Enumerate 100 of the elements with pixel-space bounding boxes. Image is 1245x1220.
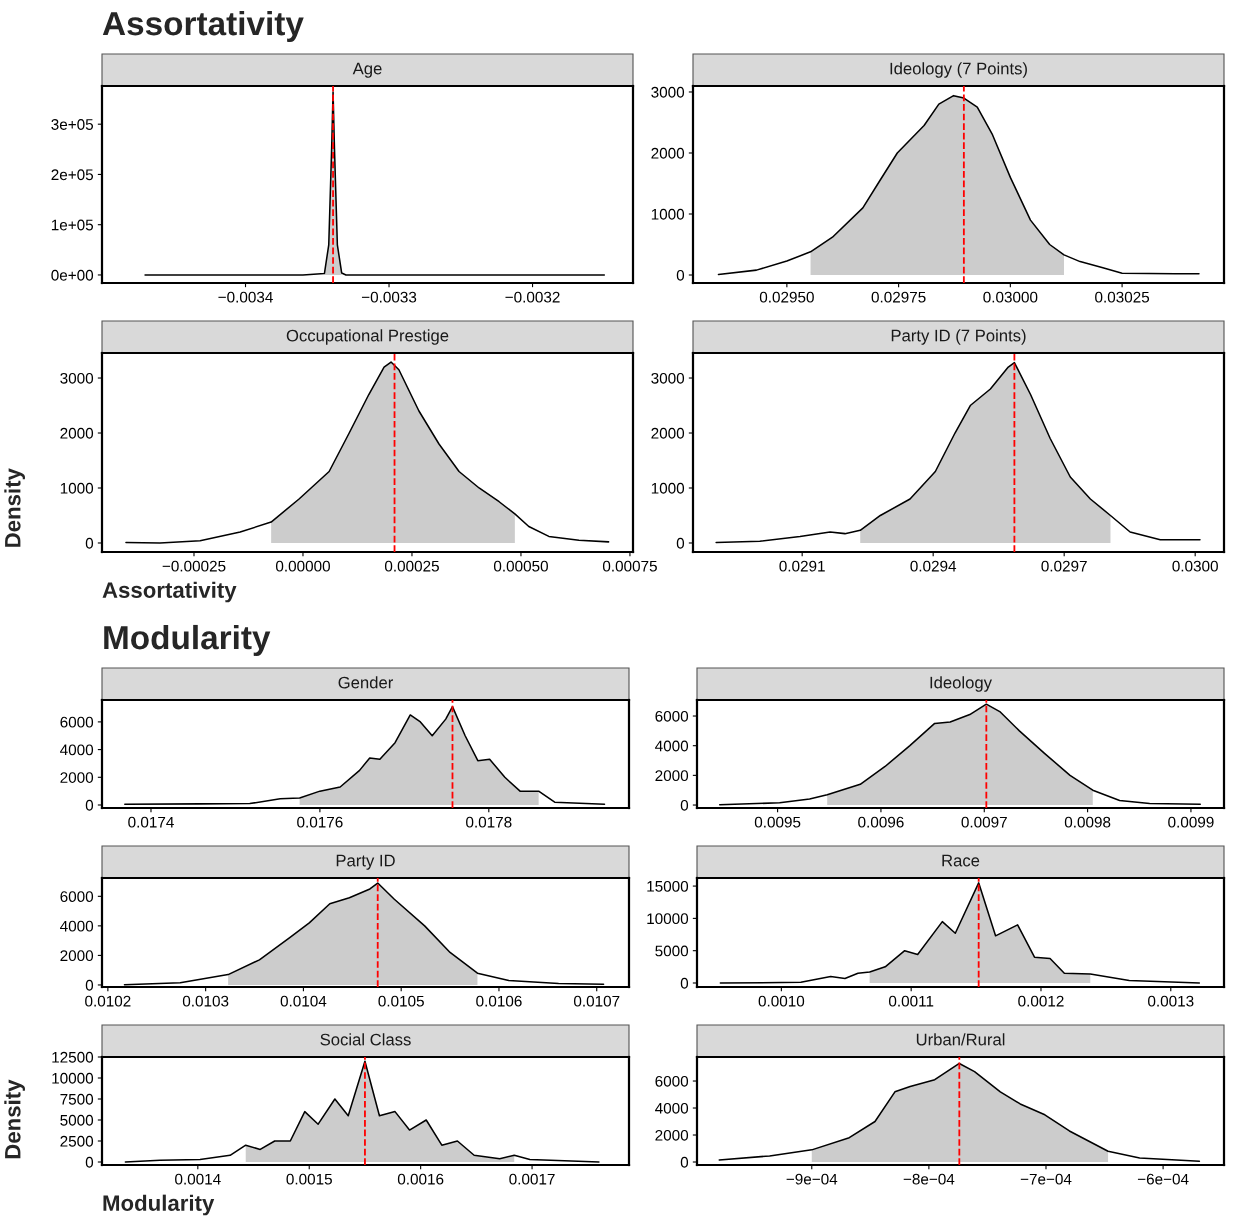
x-tick-label: 0.02950 bbox=[759, 291, 814, 303]
x-tick-label: 0.0176 bbox=[297, 816, 343, 828]
x-tick-label: 0.0102 bbox=[85, 995, 131, 1007]
y-tick-label: 2000 bbox=[655, 1129, 689, 1141]
chart-title: Social Class bbox=[320, 1033, 411, 1046]
x-tick-label: −0.00025 bbox=[162, 560, 226, 572]
y-tick-label: 2500 bbox=[60, 1135, 94, 1147]
y-tick-label: 3000 bbox=[651, 372, 685, 384]
y-tick-label: 15000 bbox=[647, 880, 689, 892]
x-tick-label: −7e−04 bbox=[1020, 1173, 1072, 1185]
x-tick-label: 0.00050 bbox=[493, 560, 548, 572]
x-tick-label: 0.0103 bbox=[182, 995, 229, 1007]
y-tick-label: 5000 bbox=[655, 945, 689, 957]
y-tick-label: 0 bbox=[85, 1156, 94, 1168]
x-tick-label: 0.0300 bbox=[1172, 560, 1218, 572]
y-tick-label: 3000 bbox=[651, 86, 685, 98]
y-tick-label: 0 bbox=[85, 537, 94, 549]
y-tick-label: 3000 bbox=[60, 372, 94, 384]
x-tick-label: −0.0032 bbox=[505, 291, 560, 303]
x-tick-label: 0.0017 bbox=[509, 1173, 555, 1185]
chart-title: Urban/Rural bbox=[916, 1033, 1005, 1046]
y-tick-label: 4000 bbox=[655, 1102, 689, 1114]
y-tick-label: 1000 bbox=[651, 482, 685, 494]
x-tick-label: 0.0013 bbox=[1148, 995, 1194, 1007]
x-tick-label: 0.0016 bbox=[397, 1173, 444, 1185]
x-tick-label: 0.00000 bbox=[275, 560, 330, 572]
x-tick-label: 0.03000 bbox=[983, 291, 1038, 303]
x-tick-label: −8e−04 bbox=[903, 1173, 955, 1185]
x-tick-label: 0.0291 bbox=[779, 560, 825, 572]
x-tick-label: −6e−04 bbox=[1137, 1173, 1189, 1185]
y-tick-label: 3e+05 bbox=[51, 119, 94, 130]
y-tick-label: 0 bbox=[85, 799, 94, 811]
x-tick-label: 0.0011 bbox=[888, 995, 934, 1007]
chart-title: Ideology bbox=[930, 676, 992, 692]
y-tick-label: 1000 bbox=[651, 208, 685, 220]
y-tick-label: 0 bbox=[676, 537, 685, 549]
chart-title: Party ID (7 Points) bbox=[891, 329, 1026, 345]
y-tick-label: 0 bbox=[676, 269, 685, 281]
y-tick-label: 12500 bbox=[52, 1051, 94, 1063]
line-series bbox=[719, 882, 1201, 984]
y-tick-label: 2000 bbox=[651, 147, 685, 159]
chart-title: Age bbox=[352, 62, 382, 78]
x-tick-label: 0.0096 bbox=[858, 816, 904, 828]
y-tick-label: 2000 bbox=[651, 427, 685, 439]
x-tick-label: 0.0099 bbox=[1168, 816, 1214, 828]
x-tick-label: 0.0098 bbox=[1064, 816, 1111, 828]
x-tick-label: 0.0104 bbox=[280, 995, 327, 1007]
y-tick-label: 10000 bbox=[52, 1072, 94, 1084]
y-tick-label: 4000 bbox=[60, 744, 94, 756]
x-tick-label: 0.0095 bbox=[754, 816, 801, 828]
y-tick-label: 2e+05 bbox=[51, 169, 94, 181]
y-tick-label: 2000 bbox=[60, 427, 94, 439]
line-series bbox=[124, 705, 606, 806]
x-tick-label: −9e−04 bbox=[786, 1173, 838, 1185]
x-tick-label: −0.0034 bbox=[218, 291, 273, 303]
line-series bbox=[718, 1062, 1201, 1163]
x-tick-label: 0.0012 bbox=[1018, 995, 1064, 1007]
line-series bbox=[718, 703, 1201, 806]
y-tick-label: 2000 bbox=[60, 950, 94, 962]
y-tick-label: 6000 bbox=[60, 891, 94, 903]
y-tick-label: 0 bbox=[680, 1156, 689, 1168]
x-tick-label: 0.0105 bbox=[378, 995, 424, 1007]
y-tick-label: 1e+05 bbox=[51, 219, 94, 231]
y-tick-label: 0e+00 bbox=[51, 269, 94, 281]
y-axis-title: Density bbox=[4, 1079, 25, 1159]
y-tick-label: 2000 bbox=[655, 770, 689, 782]
chart-title: Ideology (7 Points) bbox=[890, 62, 1027, 78]
y-axis-title: Density bbox=[4, 468, 25, 547]
x-tick-label: 0.0106 bbox=[476, 995, 522, 1007]
x-tick-label: 0.0014 bbox=[175, 1173, 221, 1185]
y-tick-label: 2000 bbox=[60, 772, 94, 783]
x-tick-label: 0.0010 bbox=[758, 995, 805, 1007]
x-tick-label: −0.0033 bbox=[361, 291, 417, 303]
chart-title: Gender bbox=[338, 676, 394, 689]
chart-title: Occupational Prestige bbox=[286, 329, 449, 345]
y-tick-label: 10000 bbox=[647, 913, 689, 925]
x-tick-label: 0.0107 bbox=[573, 995, 620, 1007]
x-tick-label: 0.03025 bbox=[1095, 291, 1150, 303]
y-tick-label: 5000 bbox=[60, 1114, 94, 1126]
y-tick-label: 0 bbox=[85, 979, 94, 991]
y-tick-label: 6000 bbox=[655, 1075, 689, 1087]
x-axis-title: Assortativity bbox=[102, 581, 237, 603]
line-series bbox=[125, 361, 610, 544]
x-tick-label: 0.0178 bbox=[466, 816, 512, 828]
text: Modularity bbox=[104, 624, 271, 656]
line-series bbox=[144, 91, 606, 276]
x-tick-label: 0.02975 bbox=[871, 291, 926, 303]
y-tick-label: 4000 bbox=[60, 920, 94, 932]
x-tick-label: 0.0297 bbox=[1041, 560, 1087, 572]
y-tick-label: 4000 bbox=[655, 740, 689, 752]
y-tick-label: 6000 bbox=[60, 716, 94, 728]
y-tick-label: 6000 bbox=[655, 710, 689, 722]
text: Assortativity bbox=[102, 10, 304, 42]
x-tick-label: 0.0294 bbox=[910, 560, 957, 572]
x-tick-label: 0.0174 bbox=[128, 816, 174, 828]
x-tick-label: 0.0097 bbox=[961, 816, 1007, 828]
y-tick-label: 0 bbox=[680, 977, 689, 989]
y-tick-label: 0 bbox=[680, 799, 689, 811]
line-series bbox=[715, 361, 1201, 544]
y-tick-label: 1000 bbox=[60, 482, 94, 494]
